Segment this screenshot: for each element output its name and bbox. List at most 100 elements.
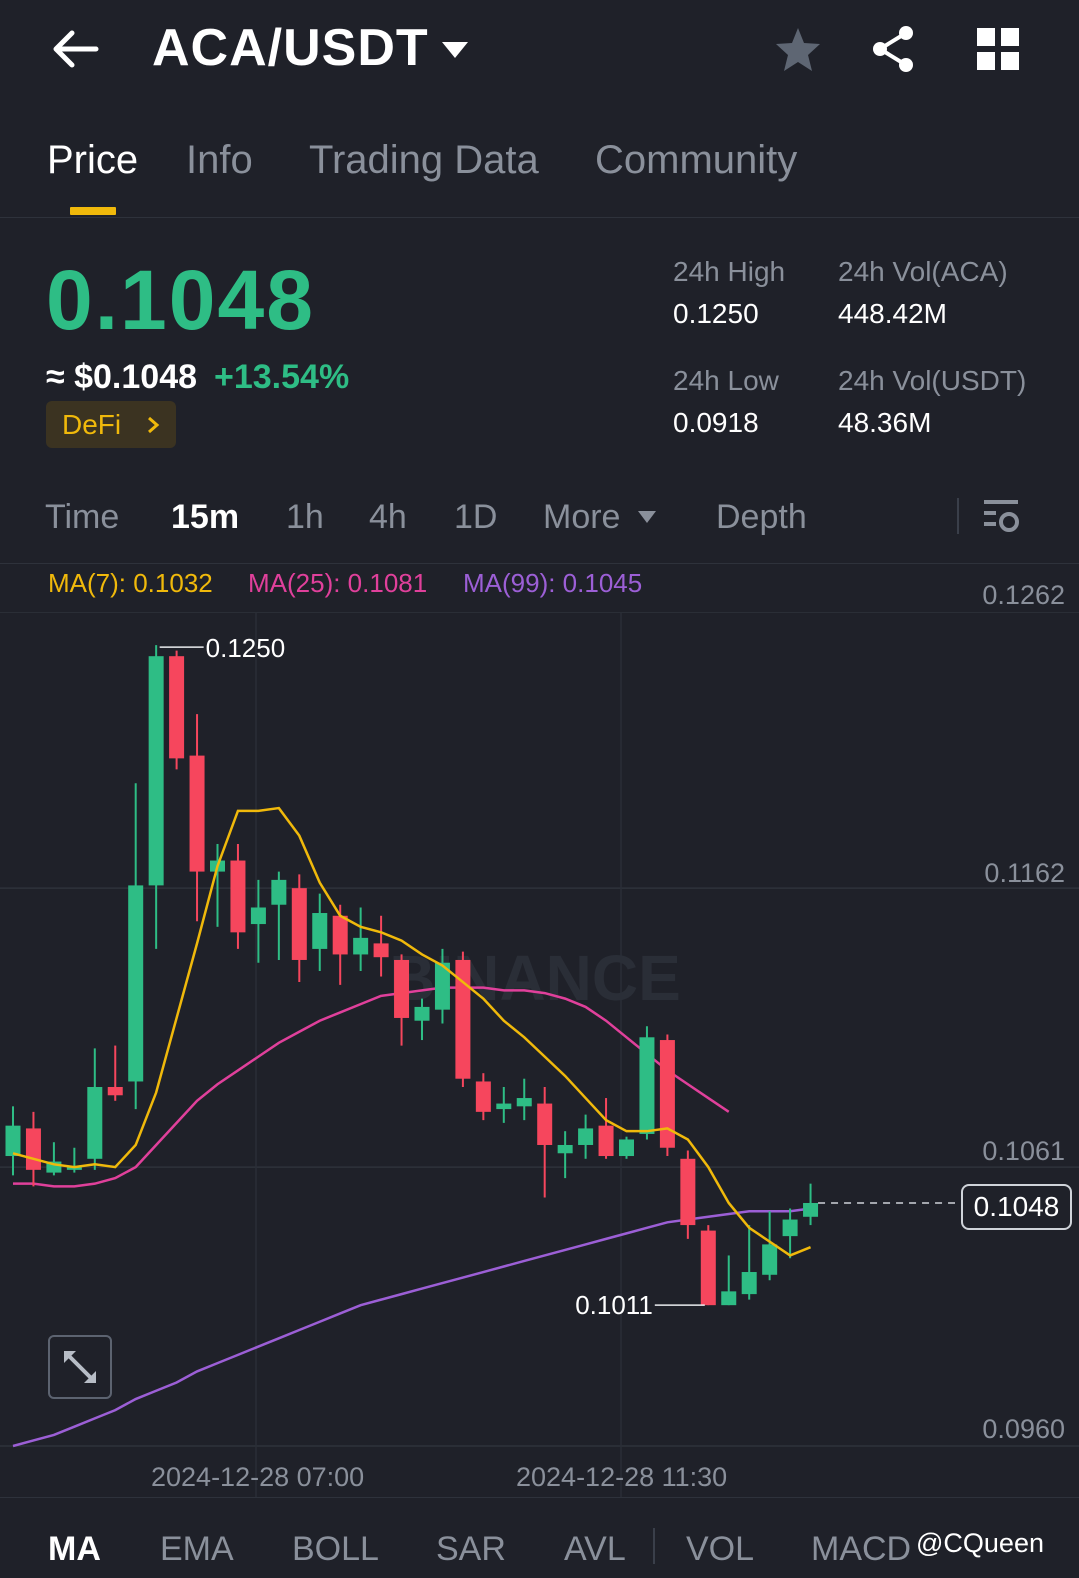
ma25-legend: MA(25): 0.1081: [248, 568, 428, 598]
y-axis-label: 0.0960: [982, 1414, 1065, 1444]
vol-base-label: 24h Vol(ACA): [838, 256, 1008, 287]
interval-4h[interactable]: 4h: [369, 498, 407, 536]
share-icon[interactable]: [870, 24, 916, 74]
divider: [653, 1528, 655, 1564]
x-axis-label: 2024-12-28 11:30: [516, 1462, 728, 1492]
ma7-legend: MA(7): 0.1032: [48, 568, 213, 598]
candle-body: [455, 959, 471, 1079]
usd-price: ≈ $0.1048: [46, 358, 198, 396]
category-tag[interactable]: DeFi: [46, 401, 176, 448]
tab-price[interactable]: Price: [47, 138, 139, 182]
interval-1h[interactable]: 1h: [286, 498, 324, 536]
candle-body: [66, 1167, 82, 1170]
candle-body: [803, 1202, 819, 1217]
candle-body: [578, 1128, 594, 1145]
candle-body: [537, 1103, 553, 1145]
divider: [957, 498, 959, 534]
candle-body: [762, 1244, 778, 1275]
low-label: 24h Low: [673, 365, 779, 396]
candle-body: [741, 1272, 757, 1295]
candle-body: [700, 1230, 716, 1306]
candle-body: [475, 1081, 491, 1112]
category-tag-label: DeFi: [62, 409, 122, 440]
ma99-line: [12, 1207, 811, 1448]
tab-info[interactable]: Info: [186, 138, 253, 182]
candle-body: [434, 962, 450, 1010]
indicator-ema[interactable]: EMA: [160, 1530, 234, 1568]
dropdown-caret-icon[interactable]: [440, 40, 470, 60]
candle-body: [169, 656, 185, 759]
candle-body: [332, 915, 348, 955]
candle-body: [353, 937, 369, 955]
candle-body: [598, 1125, 614, 1157]
vol-base-value: 448.42M: [838, 298, 947, 329]
expand-icon: [64, 1351, 96, 1383]
active-tab-indicator: [70, 207, 116, 215]
interval-more[interactable]: More: [543, 498, 621, 536]
fullscreen-button[interactable]: [48, 1335, 112, 1399]
ma99-legend: MA(99): 0.1045: [463, 568, 643, 598]
high-label: 24h High: [673, 256, 786, 287]
candle-body: [25, 1128, 41, 1170]
star-icon[interactable]: [774, 26, 822, 74]
candle-body: [394, 959, 410, 1018]
candle-body: [5, 1125, 21, 1157]
candlestick-chart[interactable]: BINANCE 0.1250 0.1011: [0, 612, 1079, 1497]
y-axis-label: 0.1162: [984, 858, 1065, 888]
grid-icon[interactable]: [977, 28, 1019, 70]
low-value: 0.0918: [673, 407, 759, 438]
pair-title[interactable]: ACA/USDT: [152, 19, 429, 77]
back-arrow-icon[interactable]: [50, 28, 100, 70]
candle-body: [250, 907, 266, 925]
interval-1d[interactable]: 1D: [454, 498, 498, 536]
candle-body: [782, 1219, 798, 1237]
candle-body: [414, 1006, 430, 1021]
ma25-line: [13, 986, 730, 1188]
tab-community[interactable]: Community: [595, 138, 798, 182]
indicator-bar: MA EMA BOLL SAR AVL VOL MACD: [0, 1497, 1079, 1578]
candle-body: [107, 1086, 123, 1096]
tab-trading-data[interactable]: Trading Data: [309, 138, 539, 182]
vol-quote-label: 24h Vol(USDT): [838, 365, 1027, 396]
candle-body: [680, 1158, 696, 1226]
candle-body: [721, 1291, 737, 1306]
candle-body: [557, 1144, 573, 1154]
candle-body: [619, 1139, 634, 1157]
indicator-avl[interactable]: AVL: [564, 1530, 626, 1568]
candle-body: [271, 879, 287, 905]
candle-body: [312, 913, 328, 949]
candle-body: [128, 885, 144, 1082]
candle-body: [659, 1040, 675, 1148]
high-marker-label: 0.1250: [206, 633, 286, 663]
candle-body: [148, 656, 164, 886]
chart-settings-icon[interactable]: [982, 498, 1022, 538]
interval-time[interactable]: Time: [45, 498, 120, 536]
low-marker-label: 0.1011: [575, 1290, 653, 1320]
y-axis-label: 0.1061: [982, 1136, 1065, 1166]
ma7-line: [12, 806, 812, 1257]
candle-body: [189, 755, 205, 872]
price-change-percent: +13.54%: [214, 358, 350, 396]
vol-quote-value: 48.36M: [838, 407, 932, 438]
indicator-ma[interactable]: MA: [48, 1530, 101, 1568]
candle-body: [291, 888, 307, 960]
y-axis-label: 0.1262: [982, 580, 1065, 610]
indicator-sar[interactable]: SAR: [436, 1530, 506, 1568]
main-tabs: Price Info Trading Data Community: [0, 120, 1079, 218]
candle-body: [639, 1037, 655, 1134]
interval-bar: Time 15m 1h 4h 1D More Depth: [0, 490, 1079, 564]
current-price-tag: 0.1048: [961, 1184, 1072, 1230]
candle-body: [46, 1161, 62, 1173]
header-bar: ACA/USDT: [0, 0, 1079, 105]
last-price: 0.1048: [46, 253, 315, 347]
candle-body: [516, 1098, 532, 1107]
candle-body: [230, 860, 246, 933]
candle-body: [87, 1086, 103, 1159]
high-value: 0.1250: [673, 298, 759, 329]
indicator-macd[interactable]: MACD: [811, 1530, 912, 1568]
depth-button[interactable]: Depth: [716, 498, 807, 536]
indicator-boll[interactable]: BOLL: [292, 1530, 379, 1568]
interval-15m[interactable]: 15m: [171, 498, 240, 536]
x-axis-label: 2024-12-28 07:00: [151, 1462, 365, 1492]
indicator-vol[interactable]: VOL: [686, 1530, 755, 1568]
